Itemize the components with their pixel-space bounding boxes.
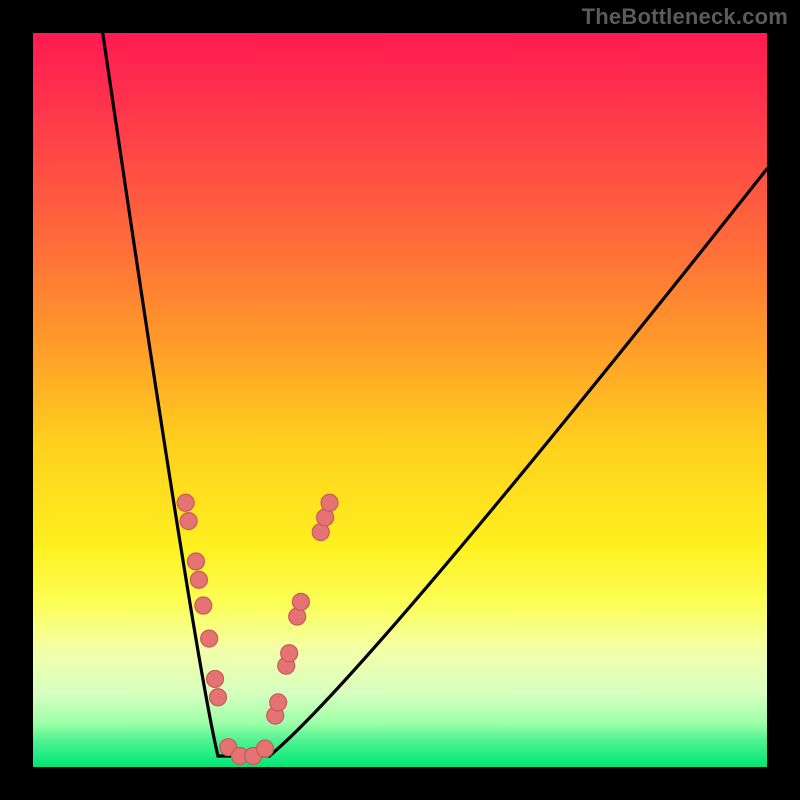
chart-frame: TheBottleneck.com: [0, 0, 800, 800]
data-marker: [187, 553, 204, 570]
data-marker: [180, 513, 197, 530]
data-marker: [190, 571, 207, 588]
bottleneck-chart-svg: [0, 0, 800, 800]
data-marker: [201, 630, 218, 647]
data-marker: [270, 694, 287, 711]
data-marker: [177, 494, 194, 511]
data-marker: [207, 670, 224, 687]
plot-background: [33, 33, 767, 767]
data-marker: [209, 689, 226, 706]
data-marker: [292, 593, 309, 610]
data-marker: [256, 740, 273, 757]
data-marker: [195, 597, 212, 614]
watermark-text: TheBottleneck.com: [582, 4, 788, 30]
data-marker: [281, 645, 298, 662]
data-marker: [321, 494, 338, 511]
